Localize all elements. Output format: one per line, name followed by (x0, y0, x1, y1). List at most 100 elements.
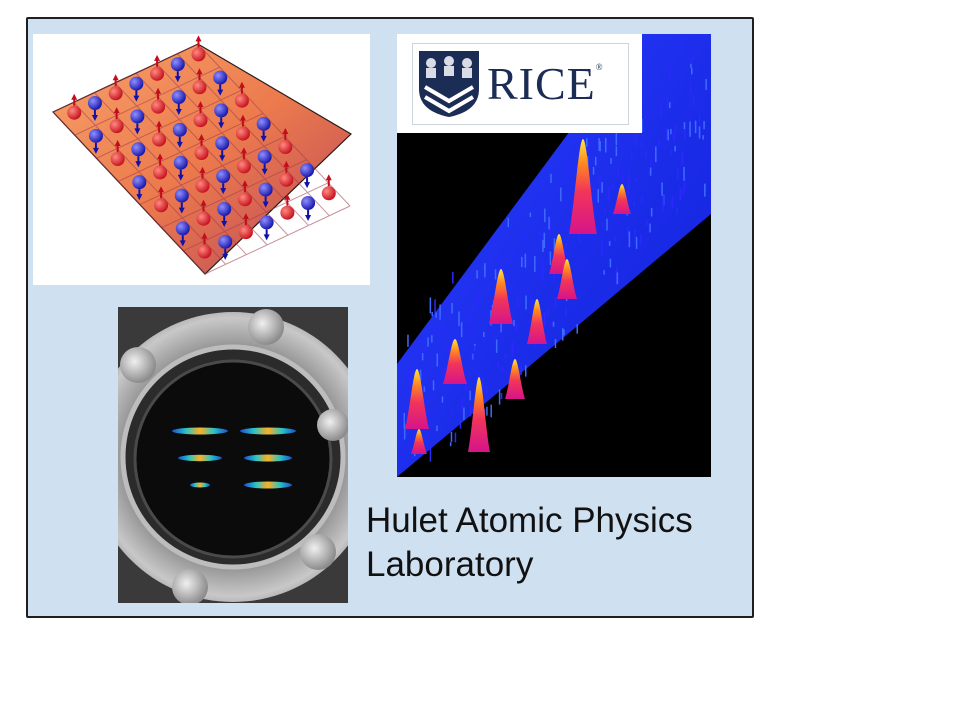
noise-spike (549, 219, 552, 235)
noise-spike (469, 406, 472, 417)
spin-up-atom (152, 120, 167, 147)
noise-spike (469, 309, 472, 325)
spin-down-atom (132, 175, 147, 201)
spin-up-atom (197, 232, 212, 259)
noise-spike (634, 131, 637, 147)
spin-down-atom (257, 149, 272, 175)
noise-spike (460, 322, 463, 338)
bolt-icon (120, 347, 156, 383)
noise-spike (484, 263, 486, 271)
noise-spike (594, 156, 597, 166)
noise-spike (497, 250, 500, 261)
noise-spike (587, 140, 589, 153)
noise-spike (531, 296, 533, 311)
noise-spike (423, 386, 426, 392)
noise-spike (551, 322, 554, 327)
lattice-ridge (52, 111, 206, 275)
spin-up-atom (150, 54, 165, 81)
atom-cloud (244, 454, 292, 462)
density-peak (549, 234, 569, 274)
lattice-ridge (204, 205, 351, 275)
spin-down-atom (170, 57, 185, 83)
spin-up-atom (279, 160, 294, 187)
spin-up-atom (234, 81, 249, 108)
noise-spike (469, 327, 471, 339)
noise-spike (484, 334, 486, 343)
noise-spike (552, 321, 555, 327)
noise-spike (500, 321, 502, 333)
vacuum-window-image (118, 307, 348, 603)
noise-spike (469, 390, 471, 401)
lattice-ridge (73, 101, 227, 265)
density-peak (468, 377, 490, 452)
spin-up-atom (110, 140, 125, 166)
noise-spike (546, 306, 549, 315)
noise-spike (446, 328, 448, 333)
bolt-icon (300, 534, 336, 570)
noise-spike (599, 141, 601, 152)
noise-spike (578, 226, 581, 243)
chamber-bolts (120, 309, 348, 603)
noise-spike (543, 232, 546, 248)
noise-spike (543, 312, 546, 326)
noise-spike (612, 184, 615, 190)
noise-spike (459, 419, 462, 429)
noise-spike (702, 135, 704, 140)
noise-spike (443, 370, 445, 379)
noise-spike (434, 299, 436, 315)
noise-spike (649, 167, 652, 176)
noise-spike (565, 162, 568, 179)
noise-spike (513, 319, 515, 326)
optical-lattice-svg (51, 35, 352, 275)
noise-spike (450, 431, 453, 442)
bolt-icon (317, 409, 348, 441)
noise-spike (523, 232, 526, 242)
spin-up-atom (195, 166, 210, 193)
noise-spike (689, 121, 691, 137)
spin-down-atom (259, 215, 274, 241)
noise-spike (615, 132, 618, 146)
optical-lattice-image (33, 34, 370, 285)
noise-spike (670, 149, 673, 156)
noise-spike (470, 354, 473, 360)
noise-spike (437, 326, 440, 335)
noise-spike (658, 139, 660, 147)
noise-spike (619, 141, 621, 147)
spin-up-atom (280, 193, 295, 220)
noise-spike (554, 338, 557, 349)
noise-spike (599, 176, 601, 193)
noise-spike (484, 265, 486, 278)
spin-up-atom (196, 199, 211, 226)
noise-spike (650, 207, 653, 217)
noise-spike (655, 146, 657, 163)
noise-spike (646, 221, 648, 226)
noise-spike (683, 122, 686, 130)
spin-up-atom (191, 35, 206, 62)
noise-spike (690, 63, 692, 68)
noise-spike (679, 187, 682, 201)
noise-spike (440, 315, 443, 321)
noise-spike (450, 410, 453, 415)
lattice-ridge (94, 92, 247, 255)
spin-up-atom (237, 180, 252, 207)
noise-spike (553, 238, 556, 252)
noise-spike (403, 424, 406, 440)
noise-spike (585, 138, 588, 147)
noise-spike (520, 363, 522, 376)
noise-spike (670, 128, 672, 135)
spin-up-atom (235, 114, 250, 141)
noise-spike (617, 165, 619, 176)
noise-spike (428, 365, 430, 373)
atom-cloud (240, 427, 296, 435)
noise-spike (490, 404, 492, 418)
noise-spike (563, 329, 565, 336)
noise-spike (680, 40, 683, 51)
lattice-ridge (183, 182, 329, 252)
noise-spike (421, 353, 424, 361)
noise-spike (621, 174, 624, 183)
density-peak (405, 369, 429, 429)
noise-spike (497, 362, 500, 368)
noise-spike (541, 238, 543, 252)
noise-spike (461, 397, 463, 410)
noise-spike (447, 341, 450, 353)
